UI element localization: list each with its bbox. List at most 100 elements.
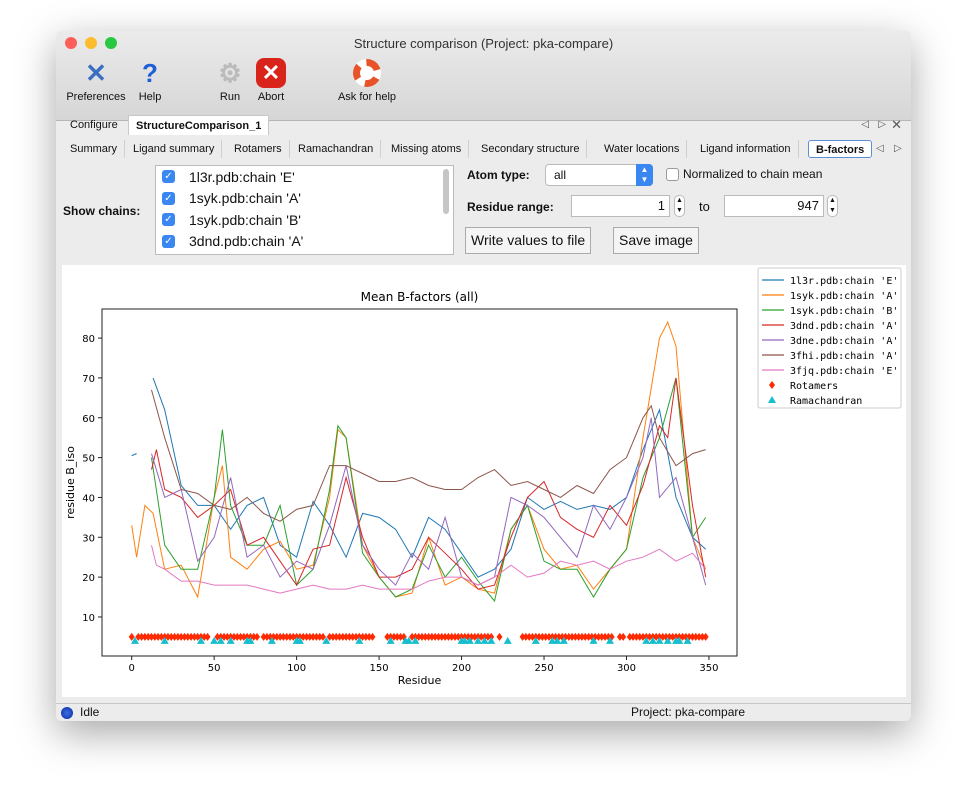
help-button[interactable]: ? Help: [134, 57, 166, 104]
normalized-checkbox[interactable]: [666, 168, 679, 181]
save-image-button[interactable]: Save image: [613, 227, 699, 254]
rotamer-marker: [438, 632, 445, 641]
chain-item[interactable]: ✓ 3dnd.pdb:chain 'A': [156, 231, 453, 253]
rotamer-marker: [273, 632, 280, 641]
rotamer-marker: [135, 632, 142, 641]
rotamer-marker: [224, 632, 231, 641]
chain-item[interactable]: ✓ 1syk.pdb:chain 'B': [156, 209, 453, 231]
close-tab-icon[interactable]: ✕: [891, 117, 902, 132]
checkbox-checked-icon[interactable]: ✓: [162, 234, 175, 248]
y-tick-label: 10: [82, 613, 95, 624]
ramachandran-marker: [267, 636, 276, 644]
legend-rotamer-icon: [769, 381, 775, 389]
show-chains-label: Show chains:: [63, 204, 141, 218]
subtab-left-arrow-icon[interactable]: ◁: [876, 143, 884, 154]
subtab-right-arrow-icon[interactable]: ▷: [894, 143, 902, 154]
chain-list-scrollbar[interactable]: [443, 169, 449, 214]
rotamer-marker: [316, 632, 323, 641]
abort-label: Abort: [257, 91, 285, 103]
status-project: Project: pka-compare: [631, 705, 746, 719]
subtab-summary[interactable]: Summary: [63, 140, 126, 158]
range-to-spinner[interactable]: ▲ ▼: [827, 195, 838, 217]
tab-structure-comparison[interactable]: StructureComparison_1: [128, 115, 270, 135]
help-label: Help: [138, 91, 162, 103]
tab-configure[interactable]: Configure: [70, 119, 118, 131]
chain-label: 1syk.pdb:chain 'B': [189, 211, 301, 228]
rotamer-marker: [559, 632, 566, 641]
atom-type-select[interactable]: all ▲ ▼: [545, 164, 653, 186]
chain-item[interactable]: ✓ 1syk.pdb:chain 'A': [156, 188, 453, 210]
rotamer-marker: [329, 632, 336, 641]
x-tick-label: 250: [534, 663, 553, 674]
minimize-window-button[interactable]: [85, 37, 97, 49]
rotamer-marker: [484, 632, 491, 641]
subtab-ligand-summary[interactable]: Ligand summary: [126, 140, 223, 158]
ramachandran-marker: [683, 636, 692, 644]
checkbox-checked-icon[interactable]: ✓: [162, 213, 175, 227]
rotamer-marker: [529, 632, 536, 641]
ramachandran-marker: [404, 636, 413, 644]
ramachandran-marker: [642, 636, 651, 644]
legend-label: Rotamers: [790, 381, 838, 392]
subtab-b-factors[interactable]: B-factors: [808, 140, 873, 158]
chart-svg: Mean B-factors (all) 0 50 100 150 200 250 300 35…: [64, 267, 902, 687]
chart-title: Mean B-factors (all): [361, 290, 479, 304]
zoom-window-button[interactable]: [105, 37, 117, 49]
ramachandran-marker: [606, 636, 614, 644]
rotamer-marker: [639, 632, 646, 641]
range-from-spinner[interactable]: ▲ ▼: [674, 195, 685, 217]
rotamer-marker: [310, 632, 317, 641]
rotamer-marker: [471, 632, 478, 641]
checkbox-checked-icon[interactable]: ✓: [162, 191, 175, 205]
rotamer-marker: [326, 632, 333, 641]
checkbox-checked-icon[interactable]: ✓: [162, 170, 175, 184]
rotamer-marker: [359, 632, 366, 641]
rotamer-marker: [254, 632, 261, 641]
subtab-ramachandran[interactable]: Ramachandran: [291, 140, 382, 158]
abort-button[interactable]: ✕ Abort: [253, 57, 289, 103]
series-line: [151, 389, 706, 522]
tab-right-arrow-icon[interactable]: ▷: [878, 119, 886, 130]
rotamer-marker: [595, 632, 602, 641]
rotamer-marker: [300, 632, 307, 641]
legend: 1l3r.pdb:chain 'E' 1syk.pdb:chain 'A' 1syk…: [757, 267, 902, 409]
range-from-input[interactable]: 1: [571, 195, 670, 217]
x-axis-label: Residue: [398, 674, 442, 687]
rotamer-marker: [425, 632, 432, 641]
rotamer-marker: [575, 632, 582, 641]
rotamer-marker: [620, 632, 627, 641]
rotamer-marker: [184, 632, 191, 641]
chain-list: ✓ 1l3r.pdb:chain 'E' ✓ 1syk.pdb:chain 'A' …: [155, 165, 454, 255]
subtab-rotamers[interactable]: Rotamers: [227, 140, 290, 158]
rotamer-marker: [409, 632, 416, 641]
y-tick-label: 50: [82, 454, 95, 465]
rotamer-marker: [418, 632, 425, 641]
preferences-button[interactable]: ✕ Preferences: [64, 57, 128, 104]
rotamer-marker: [128, 632, 135, 641]
rotamer-marker: [287, 632, 294, 641]
rotamer-marker: [194, 632, 201, 641]
ramachandran-marker: [474, 636, 483, 644]
ask-for-help-button[interactable]: Ask for help: [332, 57, 402, 103]
ramachandran-marker: [411, 636, 420, 644]
subtab-water-locations[interactable]: Water locations: [597, 140, 688, 158]
title-bar: Structure comparison (Project: pka-compa…: [56, 31, 911, 121]
rotamer-marker: [390, 632, 397, 641]
subtab-secondary-structure[interactable]: Secondary structure: [474, 140, 588, 158]
subtab-ligand-information[interactable]: Ligand information: [693, 140, 799, 158]
subtab-missing-atoms[interactable]: Missing atoms: [384, 140, 470, 158]
rotamer-marker: [465, 632, 472, 641]
write-values-button[interactable]: Write values to file: [465, 227, 592, 254]
abort-icon: ✕: [255, 57, 287, 89]
range-to-input[interactable]: 947: [724, 195, 824, 217]
rotamer-marker: [415, 632, 422, 641]
range-to-label: to: [699, 199, 710, 214]
run-button[interactable]: ⚙ Run: [214, 57, 246, 104]
tab-left-arrow-icon[interactable]: ◁: [861, 119, 869, 130]
rotamer-marker: [451, 632, 458, 641]
close-window-button[interactable]: [65, 37, 77, 49]
chain-item[interactable]: ✓ 1l3r.pdb:chain 'E': [156, 166, 453, 188]
rotamer-marker: [267, 632, 274, 641]
rotamer-marker: [168, 632, 175, 641]
legend-label: 3fjq.pdb:chain 'E': [790, 366, 898, 377]
